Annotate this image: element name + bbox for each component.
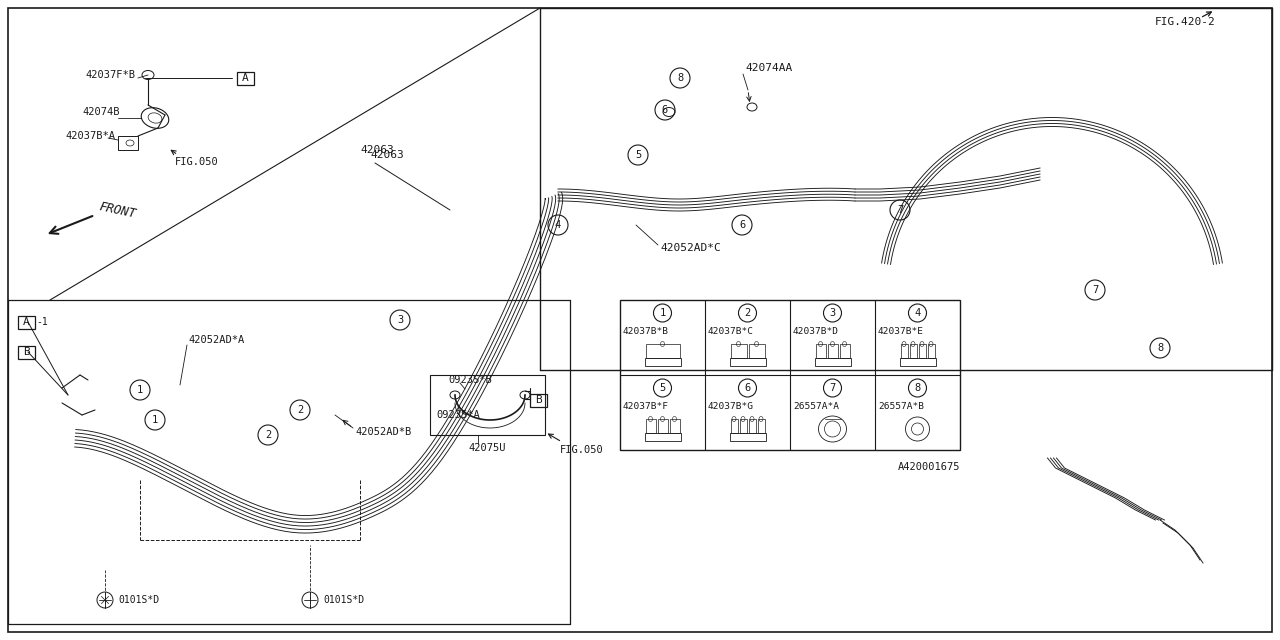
Text: A: A [242,73,248,83]
Text: 26557A*B: 26557A*B [878,402,924,411]
Bar [645,344,680,358]
Bar [919,344,925,358]
Text: 7: 7 [829,383,836,393]
Bar [840,344,850,358]
Text: 42037B*D: 42037B*D [794,327,838,336]
Text: A420001675: A420001675 [897,462,960,472]
Bar [430,375,545,435]
Text: 42063: 42063 [360,145,394,155]
Text: 42074B: 42074B [82,107,119,117]
Text: B: B [23,347,29,357]
Text: 6: 6 [745,383,750,393]
Bar [740,419,746,433]
Text: 8: 8 [1157,343,1164,353]
Text: 0101S*D: 0101S*D [323,595,364,605]
Text: 42063: 42063 [370,150,403,160]
Text: 5: 5 [659,383,666,393]
Text: FIG.050: FIG.050 [175,157,219,167]
Text: 3: 3 [397,315,403,325]
Bar [758,419,764,433]
Text: 1: 1 [152,415,159,425]
Text: 4: 4 [914,308,920,318]
Text: 6: 6 [739,220,745,230]
Text: 26557A*A: 26557A*A [794,402,838,411]
Text: A: A [23,317,29,327]
Text: FIG.050: FIG.050 [561,445,604,455]
Text: -1: -1 [36,317,47,327]
Text: 0101S*D: 0101S*D [118,595,159,605]
Text: 5: 5 [635,150,641,160]
Bar [731,419,737,433]
Text: 42037B*F: 42037B*F [623,402,669,411]
Text: 2: 2 [745,308,750,318]
Bar [645,419,655,433]
Text: B: B [535,395,541,405]
Bar [530,394,547,406]
Text: 2: 2 [297,405,303,415]
Text: 42037B*E: 42037B*E [878,327,924,336]
Text: 2: 2 [265,430,271,440]
Text: 0923S*A: 0923S*A [436,410,480,420]
Bar [237,72,253,84]
Text: 4: 4 [554,220,561,230]
Bar [658,419,667,433]
Text: 42037B*G: 42037B*G [708,402,754,411]
Text: 42037B*A: 42037B*A [65,131,115,141]
Text: 7: 7 [897,205,904,215]
Bar [749,419,755,433]
Bar [620,300,960,450]
Text: 42075U: 42075U [468,443,506,453]
Bar [928,344,934,358]
Text: 1: 1 [137,385,143,395]
Bar [669,419,680,433]
Text: 42052AD*C: 42052AD*C [660,243,721,253]
Text: 7: 7 [1092,285,1098,295]
Text: 0923S*B: 0923S*B [448,375,492,385]
Bar [901,344,908,358]
Bar [910,344,916,358]
Text: 42052AD*B: 42052AD*B [355,427,411,437]
Text: 42037B*C: 42037B*C [708,327,754,336]
Text: 3: 3 [829,308,836,318]
Text: 6: 6 [662,105,668,115]
Bar [645,433,681,441]
Bar [730,433,765,441]
Text: 42037F*B: 42037F*B [84,70,134,80]
Text: 42052AD*A: 42052AD*A [188,335,244,345]
Bar [730,358,765,366]
Text: 8: 8 [914,383,920,393]
Text: 42037B*B: 42037B*B [623,327,669,336]
Bar [645,358,681,366]
Text: FIG.420-2: FIG.420-2 [1155,17,1216,27]
Bar [814,358,850,366]
Bar [900,358,936,366]
Bar [731,344,746,358]
Bar [815,344,826,358]
Bar [18,346,35,358]
Bar [118,136,138,150]
Text: 1: 1 [659,308,666,318]
Text: FRONT: FRONT [99,200,137,220]
Bar [827,344,837,358]
Text: 42074AA: 42074AA [745,63,792,73]
Text: 8: 8 [677,73,684,83]
Bar [749,344,764,358]
Bar [18,316,35,328]
